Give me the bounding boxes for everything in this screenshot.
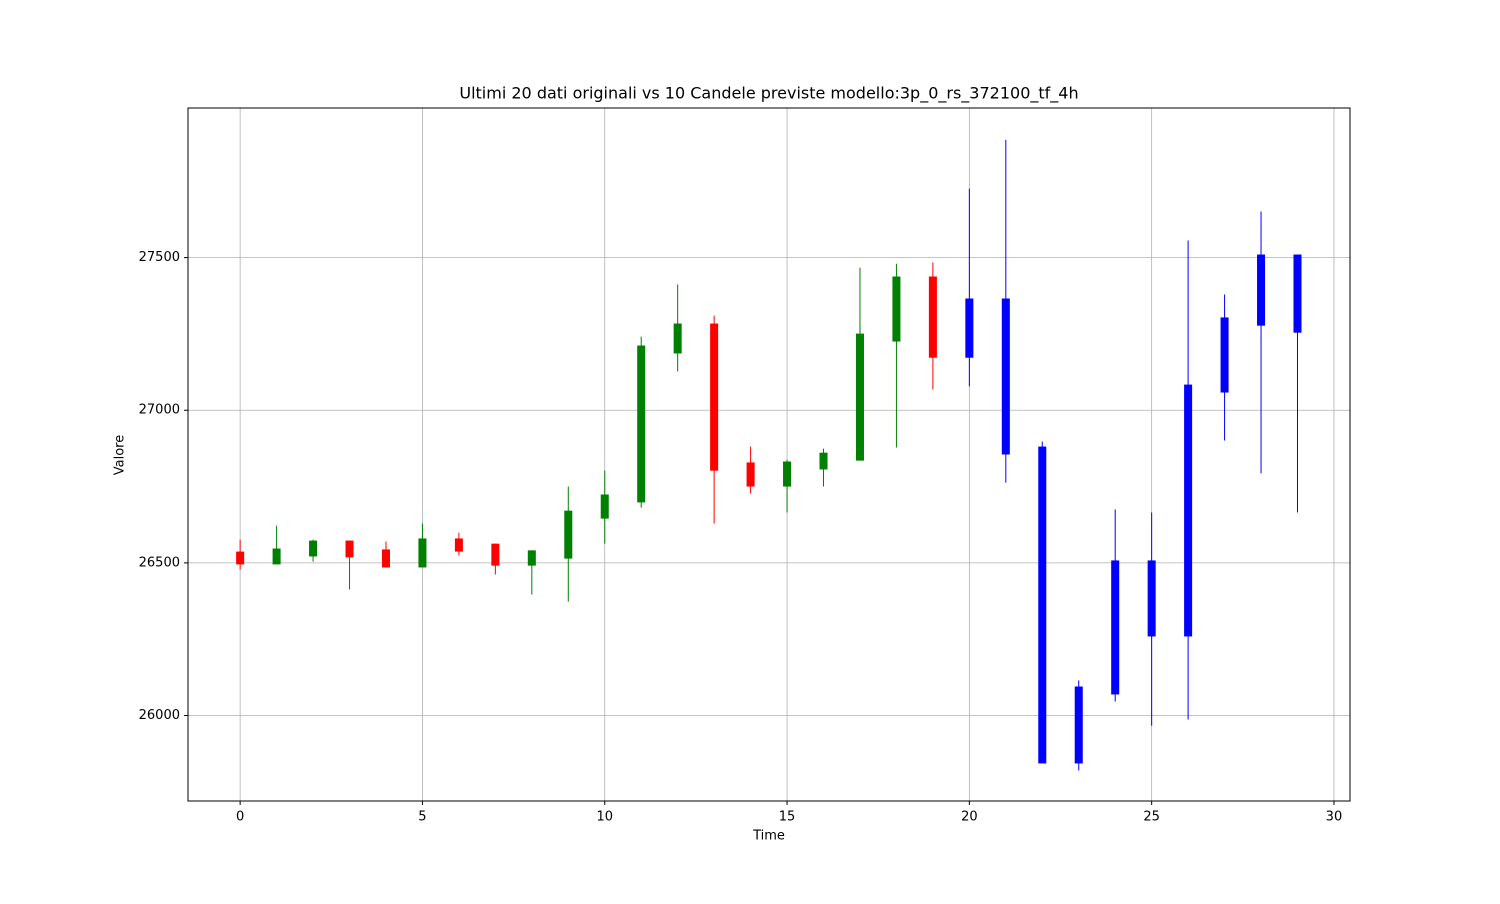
candle-body <box>1111 560 1120 695</box>
candle-body <box>1038 446 1047 764</box>
y-tick-label: 27000 <box>139 403 180 418</box>
x-tick-label: 20 <box>961 810 978 825</box>
candle-body <box>673 323 682 354</box>
candle-body <box>928 276 937 358</box>
chart-title: Ultimi 20 dati originali vs 10 Candele p… <box>459 84 1078 104</box>
candle-body <box>819 452 828 470</box>
candle-body <box>1147 560 1156 637</box>
y-tick-label: 27500 <box>139 250 180 265</box>
x-tick-label: 5 <box>418 810 426 825</box>
candle-body <box>272 548 281 565</box>
candle-body <box>381 549 390 568</box>
candle-body <box>454 538 463 552</box>
x-axis-label: Time <box>752 829 785 844</box>
candle-body <box>236 551 245 565</box>
candle-body <box>600 494 609 519</box>
x-tick-label: 30 <box>1326 810 1343 825</box>
candle-body <box>1001 298 1010 455</box>
candle-body <box>491 543 500 566</box>
candle-body <box>1257 254 1266 326</box>
plot-frame <box>187 107 1351 802</box>
candle-body <box>855 333 864 461</box>
candle-body <box>1074 686 1083 764</box>
candle-body <box>1293 254 1302 333</box>
candle-body <box>1220 317 1229 393</box>
x-tick-label: 10 <box>596 810 613 825</box>
y-tick-label: 26500 <box>139 555 180 570</box>
y-axis-label: Valore <box>113 435 128 475</box>
candle-body <box>637 345 646 503</box>
x-tick-label: 0 <box>236 810 244 825</box>
candle-body <box>965 298 974 358</box>
y-tick-label: 26000 <box>139 708 180 723</box>
candle-body <box>710 323 719 471</box>
candle-body <box>527 550 536 566</box>
candle-body <box>418 538 427 568</box>
x-tick-label: 25 <box>1143 810 1160 825</box>
candle-body <box>1184 384 1193 637</box>
candle-body <box>345 540 354 558</box>
candle-body <box>309 540 318 557</box>
candle-body <box>564 510 573 559</box>
x-tick-label: 15 <box>779 810 796 825</box>
candle-body <box>783 461 792 487</box>
candle-body <box>746 462 755 487</box>
candle-body <box>892 276 901 342</box>
